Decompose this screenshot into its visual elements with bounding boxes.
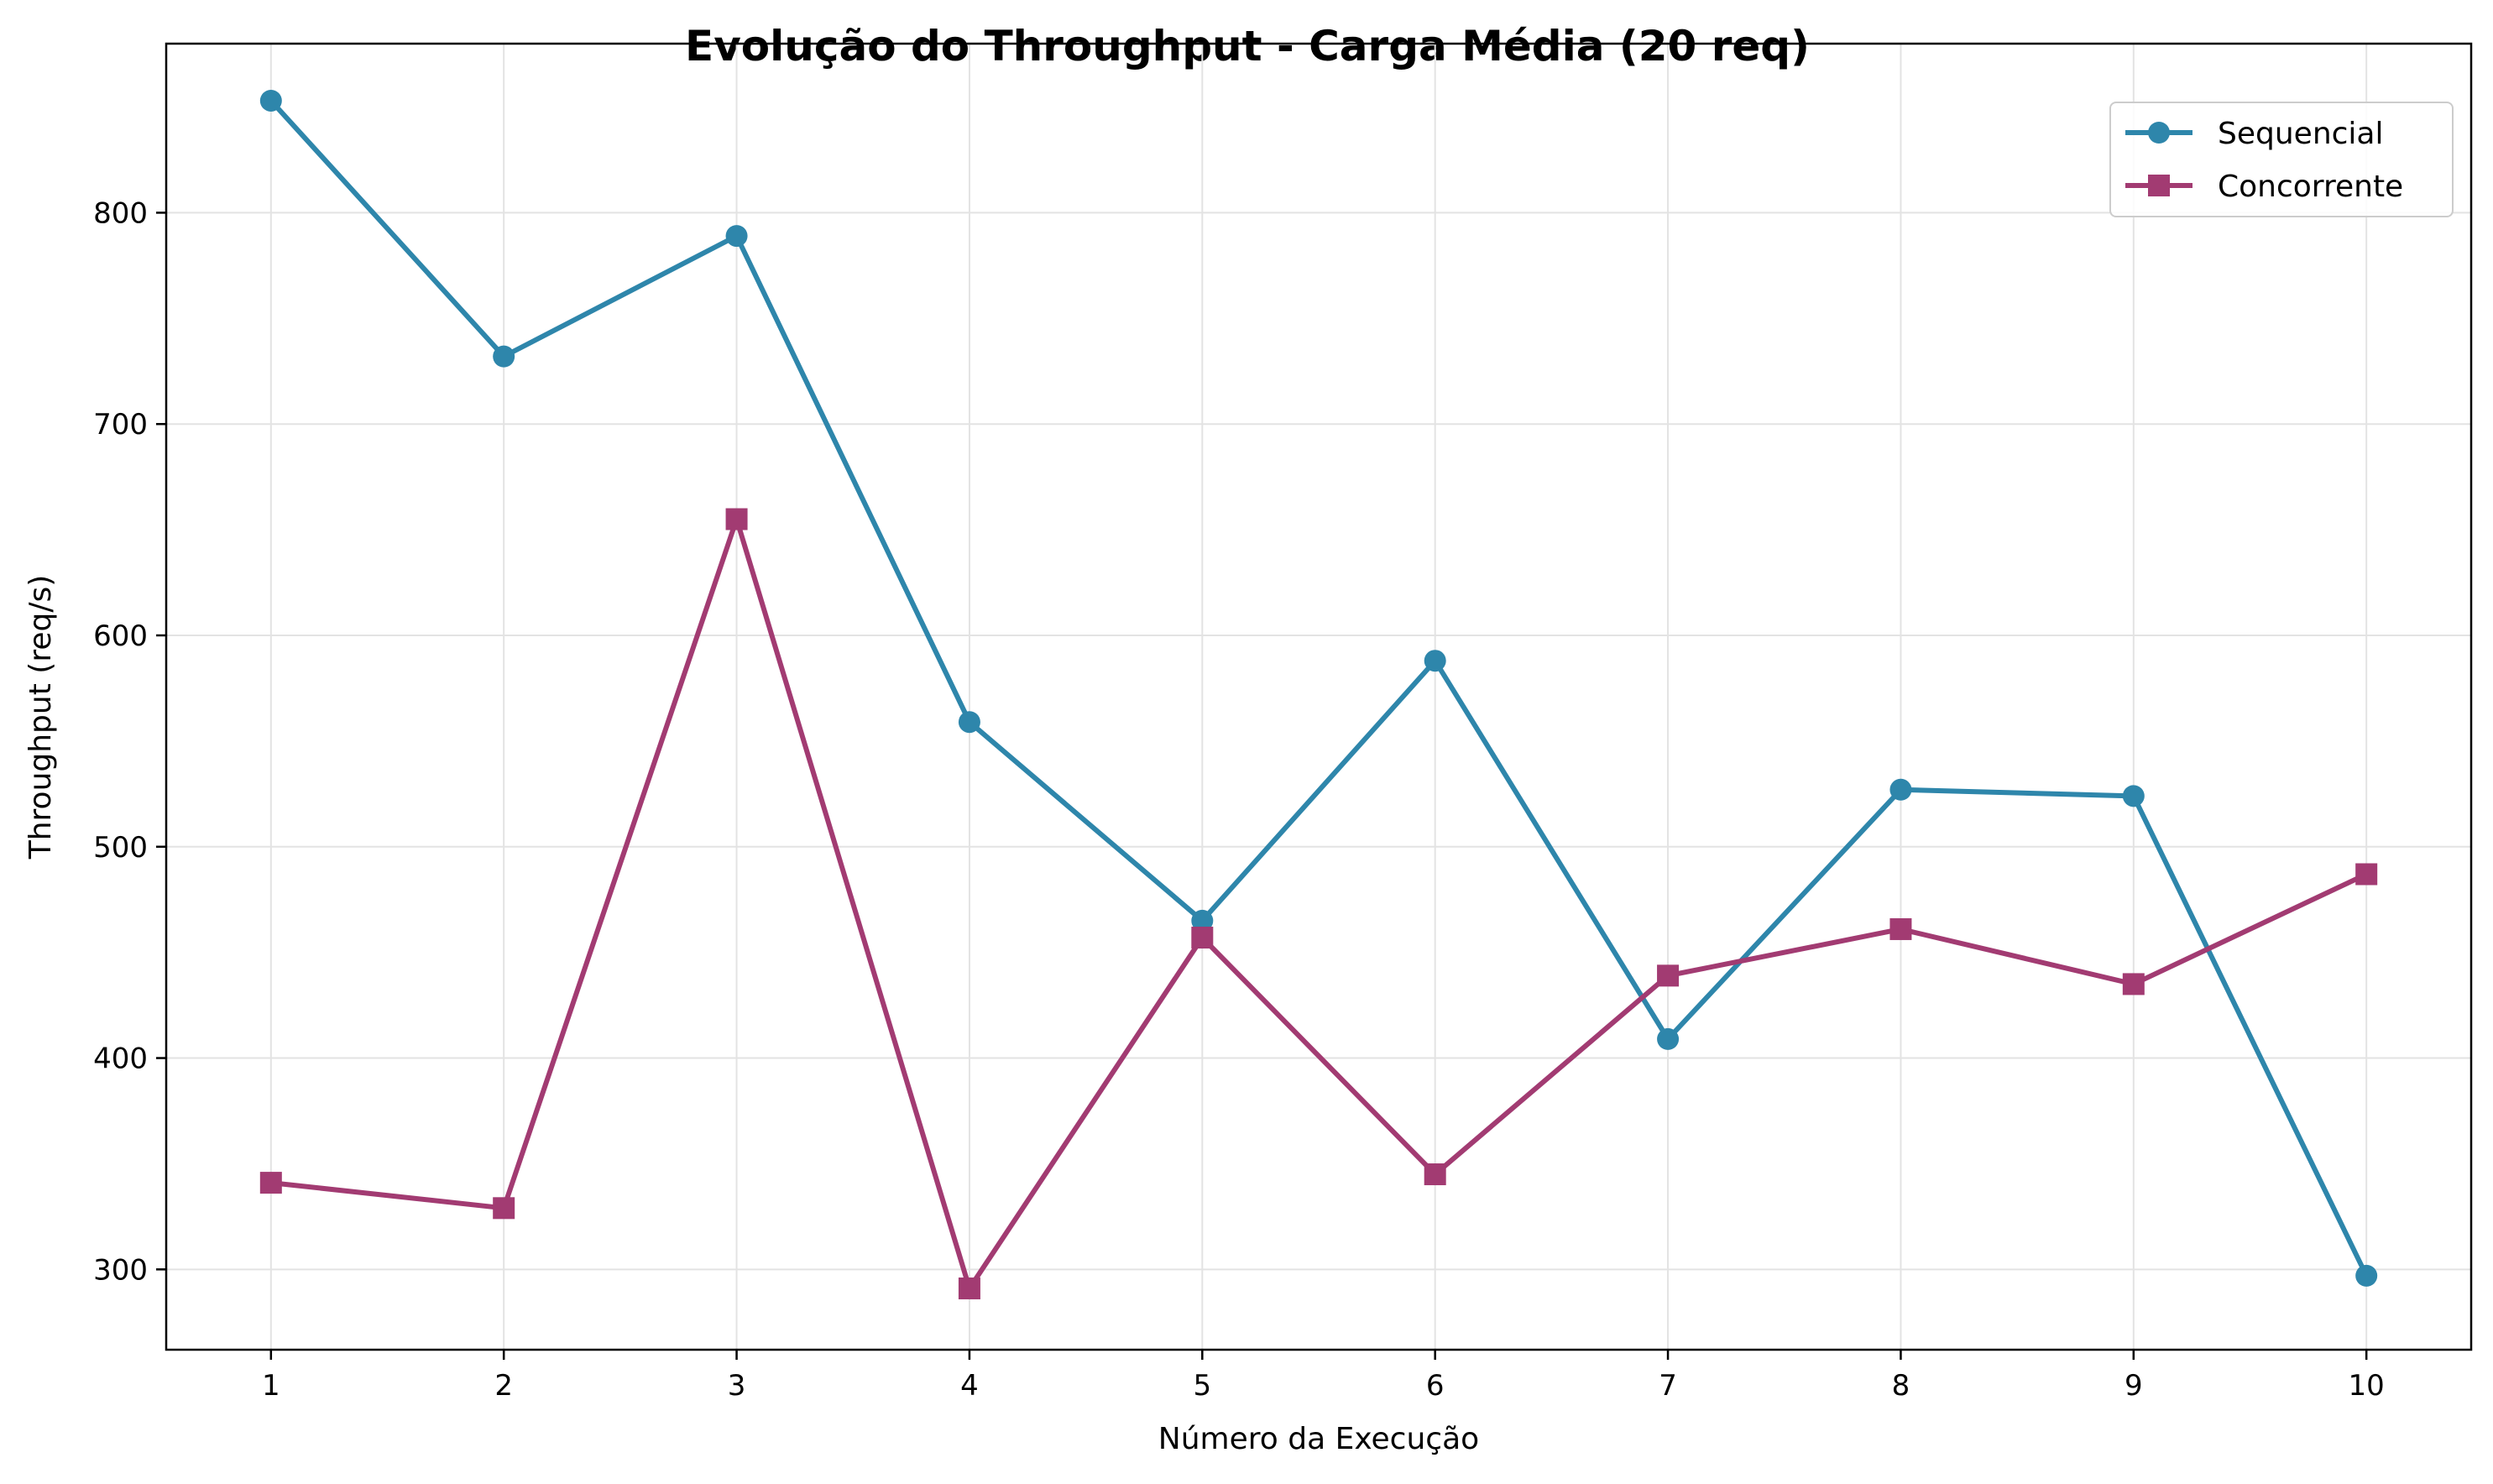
x-tick-label: 4 [960,1369,979,1403]
data-point-sequencial [2355,1264,2378,1287]
data-point-sequencial [958,711,980,734]
y-tick-label: 600 [93,619,148,653]
data-point-concorrente [493,1197,515,1220]
legend-marker-sequencial [2148,122,2170,144]
legend-label-sequencial: Sequencial [2218,117,2384,151]
y-tick-label: 300 [93,1253,148,1287]
data-point-sequencial [493,345,515,368]
x-tick-label: 9 [2125,1369,2143,1403]
series-line-sequencial [268,97,2370,1278]
data-point-concorrente [958,1277,980,1299]
x-tick-label: 3 [728,1369,746,1403]
y-tick-label: 400 [93,1042,148,1076]
data-point-concorrente [2122,973,2145,995]
x-tick-label: 6 [1426,1369,1445,1403]
data-point-sequencial [1889,778,1912,801]
data-point-concorrente [1424,1163,1446,1186]
x-axis-label: Número da Execução [1158,1422,1479,1456]
data-point-concorrente [1889,917,1912,940]
data-point-sequencial [725,225,748,248]
x-tick-label: 8 [1892,1369,1910,1403]
data-point-sequencial [1657,1027,1680,1050]
axes-ticks: 1 2 3 4 5 6 7 8 9 10 300 400 500 600 700 800 [93,196,2385,1403]
data-point-concorrente [2355,863,2378,886]
data-point-sequencial [1424,650,1446,672]
y-tick-label: 700 [93,408,148,442]
x-tick-label: 10 [2349,1369,2385,1403]
series-layer [259,89,2378,1299]
x-tick-label: 1 [262,1369,280,1403]
data-point-sequencial [2122,785,2145,807]
data-point-sequencial [259,89,282,112]
legend-label-concorrente: Concorrente [2218,170,2403,204]
chart-title: Evolução do Throughput - Carga Média (20… [685,22,1810,71]
series-line-concorrente [268,516,2370,1291]
y-tick-label: 800 [93,196,148,230]
x-tick-label: 2 [494,1369,513,1403]
legend: Sequencial Concorrente [2109,102,2454,217]
data-point-concorrente [1657,964,1680,987]
y-tick-label: 500 [93,831,148,865]
legend-marker-concorrente [2148,175,2170,196]
x-tick-label: 5 [1193,1369,1211,1403]
data-point-sequencial [1191,909,1214,932]
legend-box [2109,102,2454,217]
x-tick-label: 7 [1659,1369,1677,1403]
data-point-concorrente [725,508,748,530]
grid-lines [166,44,2471,1350]
data-point-concorrente [1191,927,1214,949]
data-point-concorrente [259,1172,282,1194]
y-axis-label: Throughput (req/s) [24,575,58,860]
plot-frame [165,42,2473,1351]
